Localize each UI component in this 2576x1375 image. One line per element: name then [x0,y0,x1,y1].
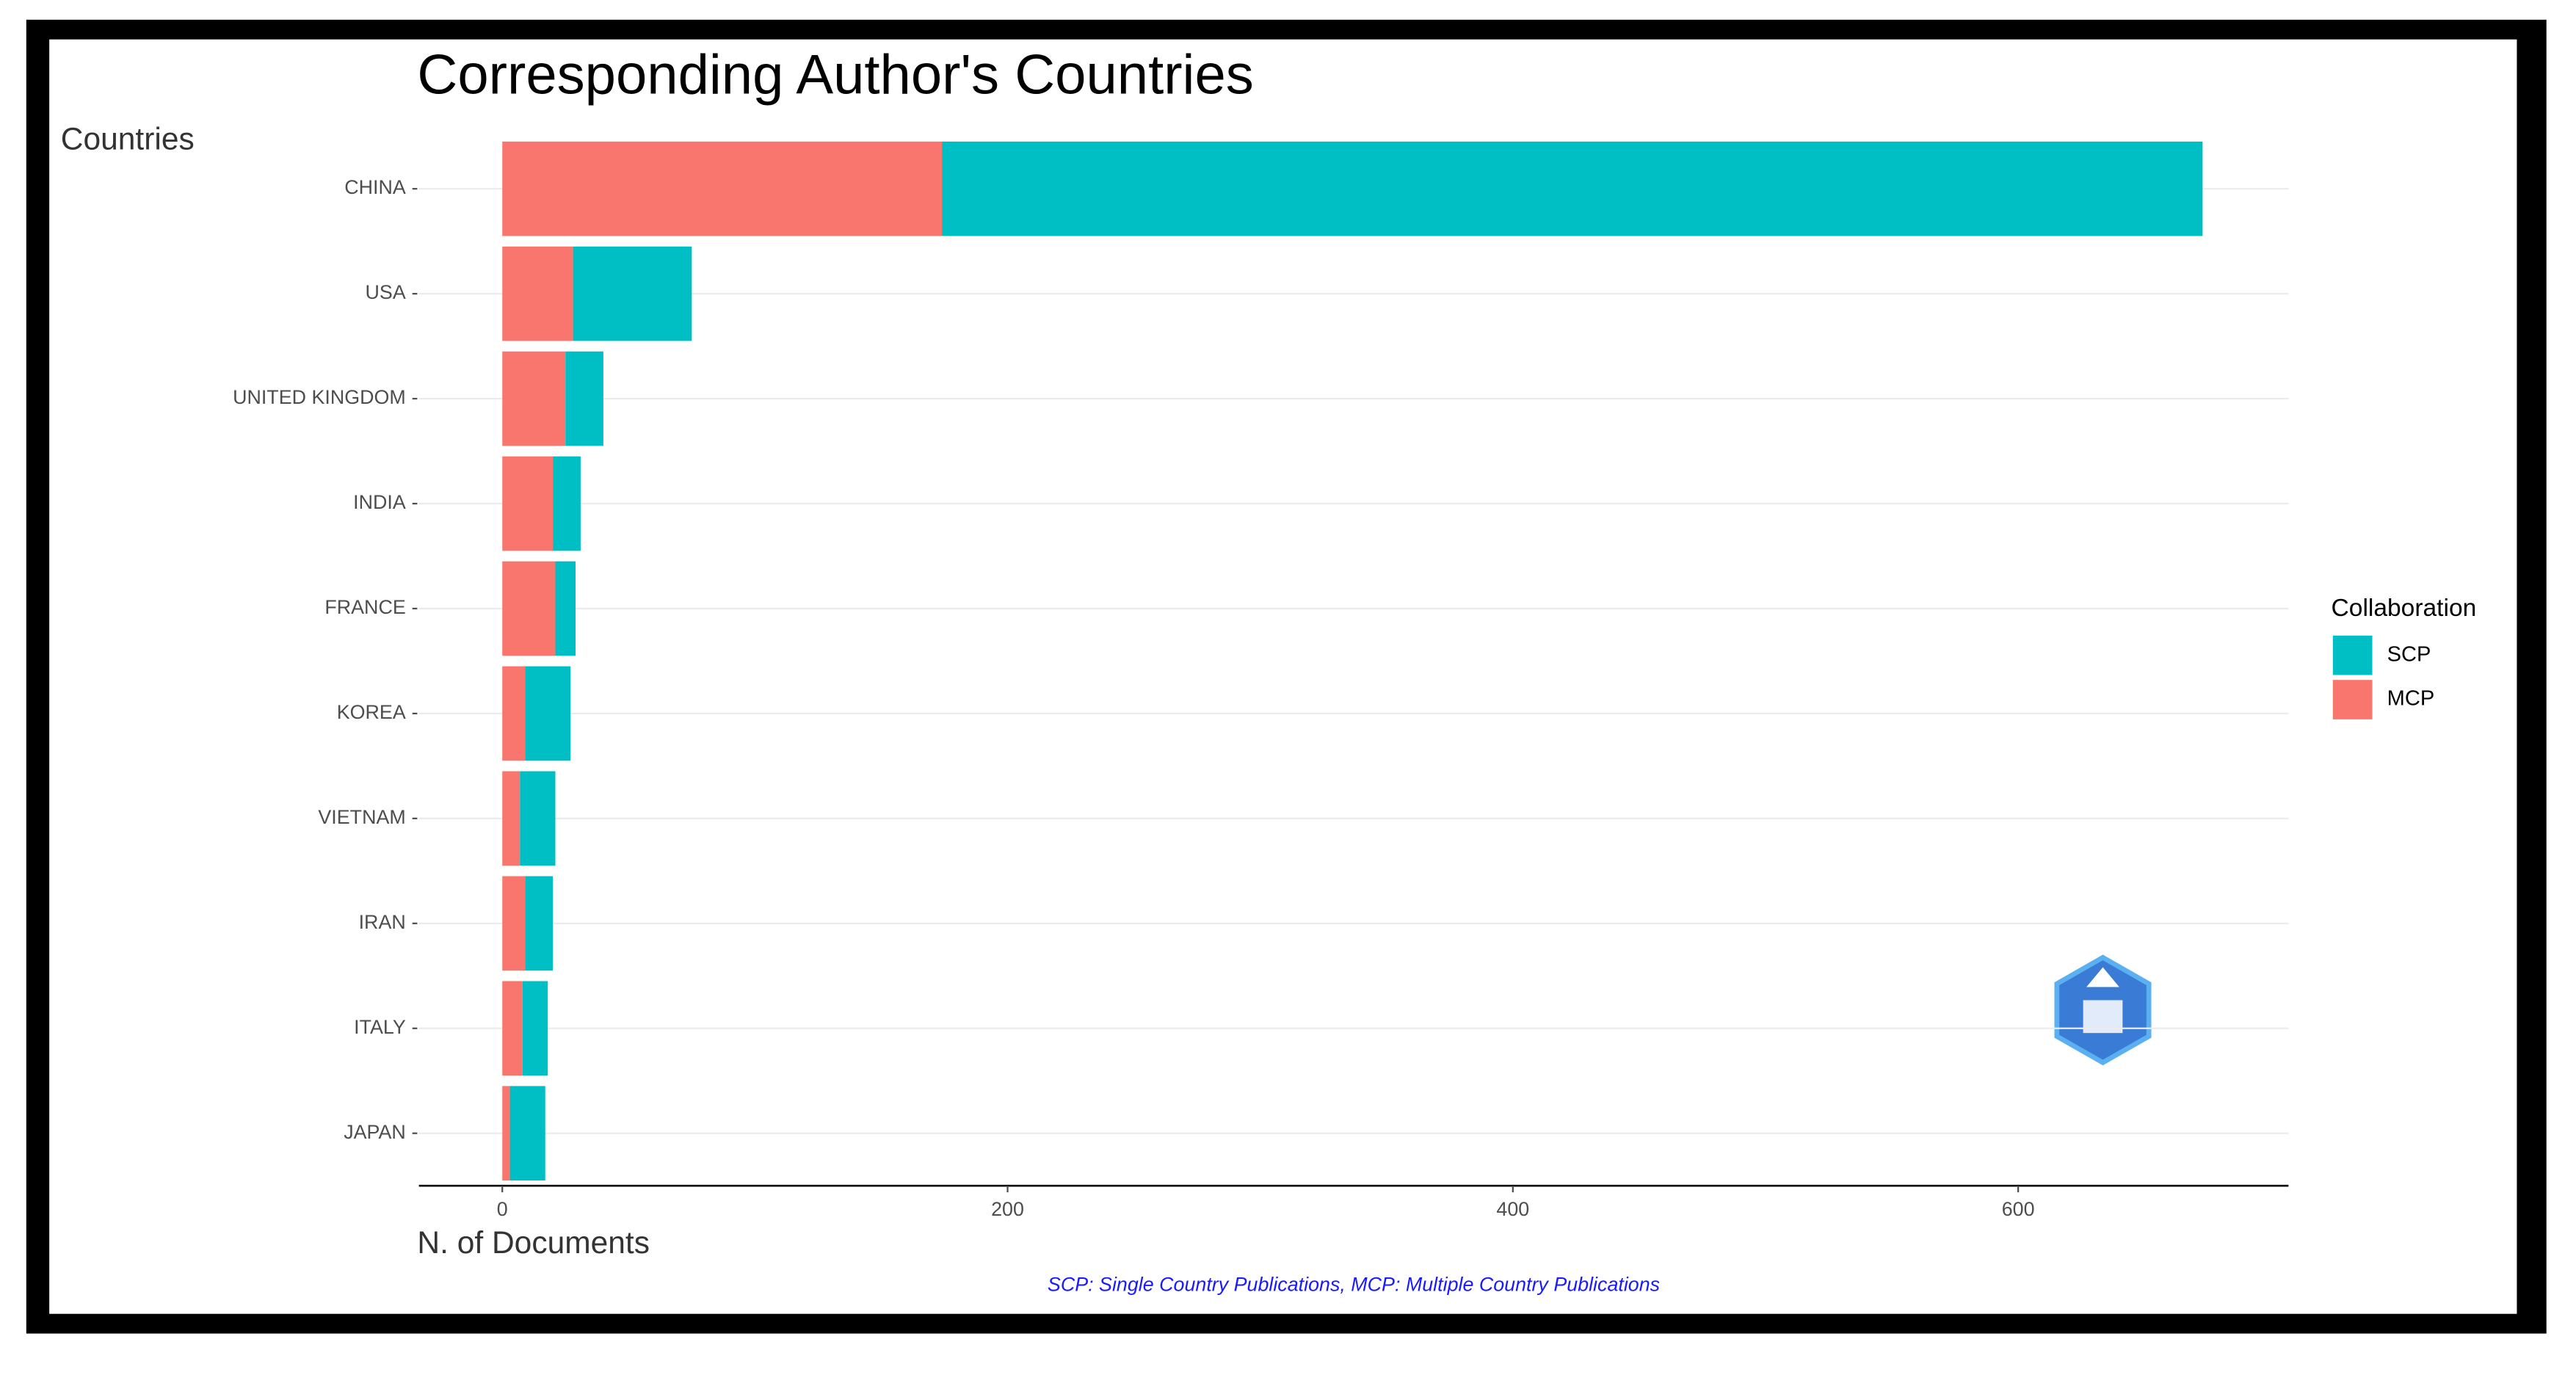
bar-segment [573,246,692,341]
bar-segment [502,1086,510,1181]
y-tick-label: INDIA [353,491,406,513]
canvas [49,39,2517,1314]
y-tick-label: JAPAN [344,1121,406,1143]
bar-segment [502,456,554,551]
caption: SCP: Single Country Publications, MCP: M… [1048,1274,1660,1296]
bar-segment [522,981,548,1076]
y-axis-title: Countries [61,123,195,157]
y-tick-label: USA [366,281,406,303]
x-axis-title: N. of Documents [417,1226,650,1260]
bar-segment [502,771,520,866]
y-tick-label: UNITED KINGDOM [233,386,406,408]
legend-swatch [2332,635,2373,675]
bar-segment [942,141,2203,236]
bar-segment [502,141,943,236]
logo [2054,954,2152,1066]
y-tick-label: CHINA [344,176,406,198]
bar-segment [525,666,571,761]
chart-title: Corresponding Author's Countries [417,43,1253,106]
bar-segment [553,456,581,551]
bar-segment [555,561,576,656]
y-tick-label: VIETNAM [318,806,405,828]
y-tick-label: IRAN [359,911,406,933]
x-tick-label: 600 [2002,1198,2035,1220]
bar-segment [502,876,526,971]
bar-segment [525,876,554,971]
y-tick-label: ITALY [354,1016,406,1038]
bar-segment [502,246,573,341]
bar-segment [502,351,566,446]
legend-swatch [2332,680,2373,719]
y-tick-label: KOREA [337,701,406,723]
legend-label: MCP [2387,687,2435,711]
bar-segment [502,981,523,1076]
bar-segment [502,561,556,656]
legend-label: SCP [2387,642,2431,666]
legend-title: Collaboration [2332,595,2477,622]
x-tick-label: 400 [1496,1198,1529,1220]
x-tick-label: 0 [497,1198,508,1220]
bar-segment [509,1086,545,1181]
y-tick-label: FRANCE [324,596,405,618]
bar-segment [502,666,526,761]
bar-segment [520,771,556,866]
bar-segment [565,351,603,446]
x-tick-label: 200 [991,1198,1024,1220]
